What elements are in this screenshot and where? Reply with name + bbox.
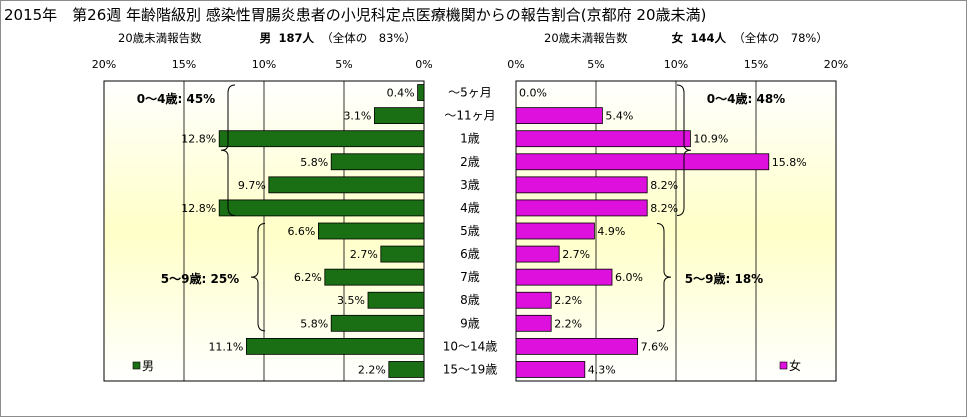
male-data-label: 6.2% [294,271,322,284]
female-count-label: 20歳未満報告数 [544,31,628,45]
female-data-label: 4.3% [588,363,616,376]
female-bar [515,176,648,194]
male-annotation-brace [250,222,266,332]
male-x-tick-label: 5% [335,58,352,71]
male-panel-header: 20歳未満報告数 男 187人 （全体の 83%） [118,30,416,46]
female-annotation-label: 5～9歳: 18% [685,271,763,286]
female-bar [515,361,586,378]
category-label: 3歳 [460,178,480,192]
female-data-label: 2.2% [554,317,582,330]
female-count: 144人 [690,31,726,45]
male-annotation-label: 0～4歳: 45% [137,91,215,106]
female-bar [515,107,603,125]
female-data-label: 2.7% [562,248,590,261]
male-bar [417,84,425,101]
female-annotation-label: 0～4歳: 48% [707,91,785,106]
category-label: ～5ヶ月 [448,86,492,100]
male-bar [245,337,425,355]
female-data-label: 8.2% [650,202,678,215]
male-count: 187人 [278,31,314,45]
chart-title: 2015年 第26週 年齢階級別 感染性胃腸炎患者の小児科定点医療機関からの報告… [4,6,707,24]
female-panel-header: 20歳未満報告数 女 144人 （全体の 78%） [544,30,828,46]
male-x-tick-label: 15% [172,58,196,71]
male-bar [317,222,425,240]
female-bar [515,314,552,332]
female-gender-label: 女 [671,31,684,45]
male-bar [388,361,425,378]
female-x-tick-label: 20% [824,58,848,71]
category-label: 4歳 [460,201,480,215]
female-data-label: 15.8% [772,156,807,169]
male-bar [330,153,425,171]
male-x-tick-label: 10% [252,58,276,71]
male-data-label: 11.1% [208,340,243,353]
category-label: 15～19歳 [443,362,498,376]
female-data-label: 6.0% [615,271,643,284]
female-annotation-brace [656,222,672,332]
male-x-tick-label: 20% [92,58,116,71]
female-data-label: 2.2% [554,294,582,307]
female-bar [515,130,691,148]
male-data-label: 12.8% [181,133,216,146]
female-data-label: 5.4% [605,110,633,123]
male-data-label: 2.2% [358,363,386,376]
female-bar [515,291,552,309]
female-x-tick-label: 15% [744,58,768,71]
male-bar [218,199,425,217]
male-bar [324,268,425,286]
male-overall-share: （全体の 83%） [321,31,416,45]
male-bar [218,130,425,148]
male-data-label: 3.1% [343,110,371,123]
male-data-label: 12.8% [181,202,216,215]
male-data-label: 5.8% [300,317,328,330]
female-bar [515,337,638,355]
male-data-label: 5.8% [300,156,328,169]
male-bar [380,245,425,263]
female-bar [515,153,770,171]
female-bar [515,245,560,263]
female-data-label: 0.0% [519,87,547,100]
category-label: ～11ヶ月 [444,109,495,123]
category-label: 6歳 [460,247,480,261]
male-bar [367,291,425,309]
male-data-label: 9.7% [238,179,266,192]
female-data-label: 8.2% [650,179,678,192]
male-data-label: 3.5% [337,294,365,307]
male-x-tick-label: 0% [415,58,432,71]
male-annotation-brace [220,84,236,216]
category-label: 8歳 [460,293,480,307]
female-annotation-brace [676,84,692,216]
category-label: 9歳 [460,316,480,330]
female-legend-swatch [779,361,788,370]
male-bar [373,107,425,125]
category-label: 10～14歳 [443,339,498,353]
male-data-label: 2.7% [350,248,378,261]
category-label: 7歳 [460,270,480,284]
male-bar [268,176,425,194]
male-legend-label: 男 [142,359,154,373]
female-data-label: 4.9% [597,225,625,238]
male-count-label: 20歳未満報告数 [118,31,202,45]
female-data-label: 7.6% [641,340,669,353]
female-x-tick-label: 5% [587,58,604,71]
male-data-label: 0.4% [387,87,415,100]
female-bar [515,222,595,240]
female-legend-label: 女 [789,358,801,373]
category-label: 1歳 [460,132,480,146]
category-label: 2歳 [460,155,480,169]
male-gender-label: 男 [259,31,272,45]
female-x-tick-label: 10% [664,58,688,71]
female-overall-share: （全体の 78%） [733,31,828,45]
male-bar [330,314,425,332]
male-legend-swatch [132,361,141,370]
category-label: 5歳 [460,224,480,238]
female-data-label: 10.9% [693,133,728,146]
female-bar [515,268,613,286]
female-x-tick-label: 0% [507,58,524,71]
male-data-label: 6.6% [287,225,315,238]
female-bar [515,199,648,217]
male-annotation-label: 5～9歳: 25% [161,271,239,286]
